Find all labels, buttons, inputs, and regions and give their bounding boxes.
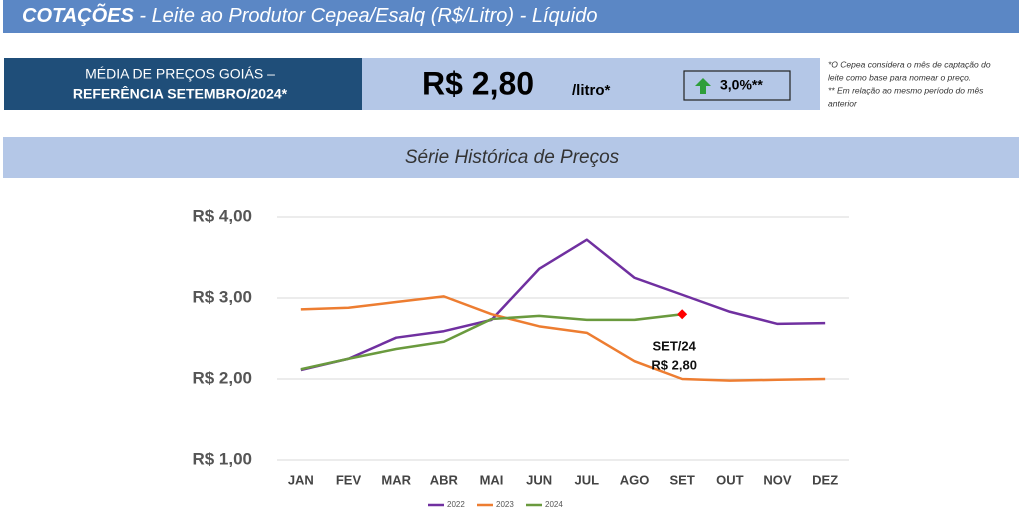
legend-label: 2023: [496, 500, 514, 509]
label-box: [4, 58, 362, 110]
y-tick-label: R$ 3,00: [192, 287, 252, 306]
highlight-marker: [677, 309, 688, 320]
x-tick-label: NOV: [763, 472, 792, 487]
series-line: [300, 295, 826, 382]
label-line2: REFERÊNCIA SETEMBRO/2024*: [73, 85, 288, 102]
label-line1: MÉDIA DE PREÇOS GOIÁS –: [85, 66, 275, 82]
legend-label: 2022: [447, 500, 465, 509]
x-tick-label: MAI: [480, 472, 504, 487]
x-tick-label: ABR: [430, 472, 459, 487]
x-tick-label: DEZ: [812, 472, 838, 487]
x-tick-label: AGO: [620, 472, 650, 487]
series-line: [300, 238, 826, 372]
price-box: [362, 58, 820, 110]
legend-label: 2024: [545, 500, 563, 509]
x-tick-label: FEV: [336, 472, 362, 487]
price: R$ 2,80: [422, 65, 534, 101]
note: anterior: [828, 98, 858, 108]
x-tick-label: JUL: [575, 472, 600, 487]
title: COTAÇÕES: [22, 3, 135, 27]
x-tick-label: OUT: [716, 472, 744, 487]
top-bar: [3, 0, 1019, 33]
annotation: R$ 2,80: [651, 358, 697, 373]
unit: /litro*: [572, 82, 610, 99]
note: *O Cepea considera o mês de captação do: [828, 59, 991, 69]
note: ** Em relação ao mesmo período do mês: [828, 85, 984, 95]
x-tick-label: SET: [670, 472, 695, 487]
y-tick-label: R$ 4,00: [192, 206, 252, 225]
change-box: [683, 70, 791, 101]
chart-title: Série Histórica de Preços: [405, 147, 620, 168]
y-tick-label: R$ 1,00: [192, 449, 252, 468]
x-tick-label: MAR: [381, 472, 411, 487]
annotation: SET/24: [652, 339, 696, 354]
x-tick-label: JUN: [526, 472, 552, 487]
series-line: [300, 312, 683, 371]
y-tick-label: R$ 2,00: [192, 368, 252, 387]
notes: *O Cepea considera o mês de captação do …: [828, 59, 991, 108]
subtitle: - Leite ao Produtor Cepea/Esalq (R$/Litr…: [134, 5, 598, 27]
note: leite como base para nomear o preço.: [828, 72, 971, 82]
up-arrow: [695, 78, 711, 94]
change: 3,0%**: [720, 77, 763, 93]
title-line: COTAÇÕES - Leite ao Produtor Cepea/Esalq…: [22, 3, 597, 27]
x-tick-label: JAN: [288, 472, 314, 487]
section-band: [3, 137, 1019, 178]
